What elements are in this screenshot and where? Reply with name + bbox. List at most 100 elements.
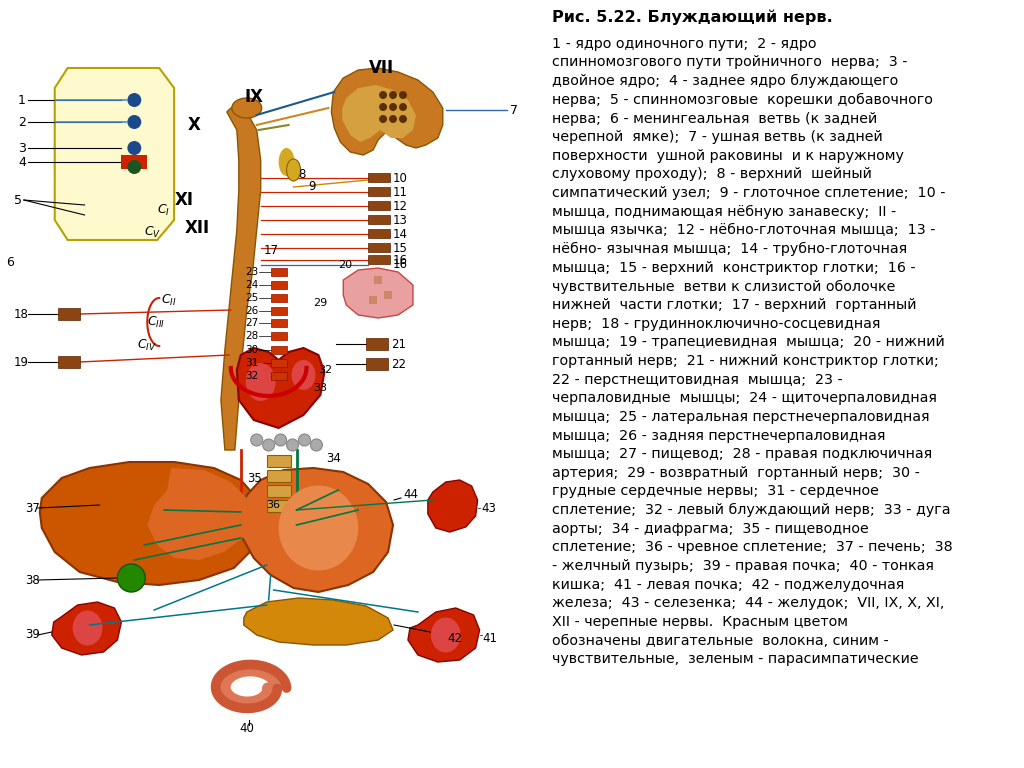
Polygon shape xyxy=(54,68,174,240)
Bar xyxy=(270,332,287,340)
Ellipse shape xyxy=(279,485,358,571)
Bar xyxy=(369,215,390,224)
Ellipse shape xyxy=(231,98,262,118)
Text: 36: 36 xyxy=(266,500,281,510)
Polygon shape xyxy=(147,468,251,560)
Circle shape xyxy=(118,564,145,592)
Bar xyxy=(369,201,390,210)
Text: VII: VII xyxy=(369,59,393,77)
Text: 44: 44 xyxy=(403,488,418,502)
Text: 13: 13 xyxy=(393,214,408,227)
Circle shape xyxy=(127,141,141,155)
Polygon shape xyxy=(332,68,442,155)
Text: 10: 10 xyxy=(393,171,408,184)
Circle shape xyxy=(399,103,407,111)
Text: 17: 17 xyxy=(263,243,279,257)
Bar xyxy=(374,276,382,284)
Text: 33: 33 xyxy=(313,383,328,393)
Text: 32: 32 xyxy=(318,365,333,375)
Ellipse shape xyxy=(279,148,295,176)
Circle shape xyxy=(399,91,407,99)
Bar xyxy=(270,372,287,380)
Text: 37: 37 xyxy=(25,502,40,515)
Polygon shape xyxy=(40,462,261,585)
Text: $C_{II}$: $C_{II}$ xyxy=(161,293,177,307)
Ellipse shape xyxy=(246,363,275,401)
Text: 30: 30 xyxy=(246,345,259,355)
Circle shape xyxy=(399,115,407,123)
Bar xyxy=(369,173,390,182)
Bar xyxy=(270,268,287,276)
Circle shape xyxy=(389,91,397,99)
Text: 32: 32 xyxy=(246,371,259,381)
Polygon shape xyxy=(221,108,261,450)
Polygon shape xyxy=(241,468,393,592)
Text: 42: 42 xyxy=(447,631,463,644)
Ellipse shape xyxy=(292,360,315,390)
Ellipse shape xyxy=(431,617,461,653)
Text: 11: 11 xyxy=(393,186,408,198)
Polygon shape xyxy=(342,85,416,142)
Text: 3: 3 xyxy=(17,141,26,154)
Text: 8: 8 xyxy=(299,168,306,181)
Circle shape xyxy=(379,91,387,99)
Text: 16: 16 xyxy=(393,253,408,266)
Text: 20: 20 xyxy=(338,260,352,270)
Text: 40: 40 xyxy=(240,721,254,734)
Bar xyxy=(57,308,80,320)
Bar xyxy=(367,338,388,350)
Text: 6: 6 xyxy=(6,257,14,270)
Bar xyxy=(266,500,291,512)
Text: 23: 23 xyxy=(246,267,259,277)
Text: 5: 5 xyxy=(14,194,22,207)
Circle shape xyxy=(310,439,323,451)
Text: 12: 12 xyxy=(393,200,408,213)
Text: X: X xyxy=(187,116,201,134)
Circle shape xyxy=(127,93,141,107)
Text: 41: 41 xyxy=(482,631,498,644)
Circle shape xyxy=(389,103,397,111)
Bar xyxy=(57,356,80,368)
Bar xyxy=(270,359,287,367)
Bar xyxy=(369,296,377,304)
Text: 26: 26 xyxy=(246,306,259,316)
Circle shape xyxy=(251,434,263,446)
Ellipse shape xyxy=(287,159,300,181)
Bar xyxy=(384,291,392,299)
Text: 19: 19 xyxy=(14,356,29,369)
Text: $C_V$: $C_V$ xyxy=(144,224,162,240)
Bar xyxy=(270,294,287,302)
Text: 24: 24 xyxy=(246,280,259,290)
Bar xyxy=(270,346,287,354)
Bar xyxy=(266,455,291,467)
Text: IX: IX xyxy=(245,88,263,106)
Polygon shape xyxy=(428,480,477,532)
Polygon shape xyxy=(408,608,479,662)
Text: 14: 14 xyxy=(393,227,408,240)
Text: Рис. 5.22. Блуждающий нерв.: Рис. 5.22. Блуждающий нерв. xyxy=(552,10,833,25)
Bar xyxy=(270,319,287,327)
Polygon shape xyxy=(237,348,325,428)
Text: $C_{III}$: $C_{III}$ xyxy=(147,314,166,329)
Text: 27: 27 xyxy=(246,318,259,328)
Bar xyxy=(369,255,390,264)
Bar xyxy=(270,307,287,315)
Text: 9: 9 xyxy=(308,180,316,194)
Circle shape xyxy=(389,115,397,123)
Ellipse shape xyxy=(73,611,102,645)
Circle shape xyxy=(127,115,141,129)
Bar xyxy=(369,229,390,238)
Bar xyxy=(266,470,291,482)
Bar xyxy=(270,281,287,289)
Circle shape xyxy=(263,439,274,451)
Text: 39: 39 xyxy=(25,628,40,641)
Text: 43: 43 xyxy=(481,502,497,515)
Bar xyxy=(369,243,390,252)
Text: $C_{IV}$: $C_{IV}$ xyxy=(137,337,157,353)
Circle shape xyxy=(274,434,287,446)
Text: 25: 25 xyxy=(246,293,259,303)
Circle shape xyxy=(379,103,387,111)
Bar xyxy=(367,358,388,370)
Text: 16: 16 xyxy=(393,259,408,272)
Text: 28: 28 xyxy=(246,331,259,341)
